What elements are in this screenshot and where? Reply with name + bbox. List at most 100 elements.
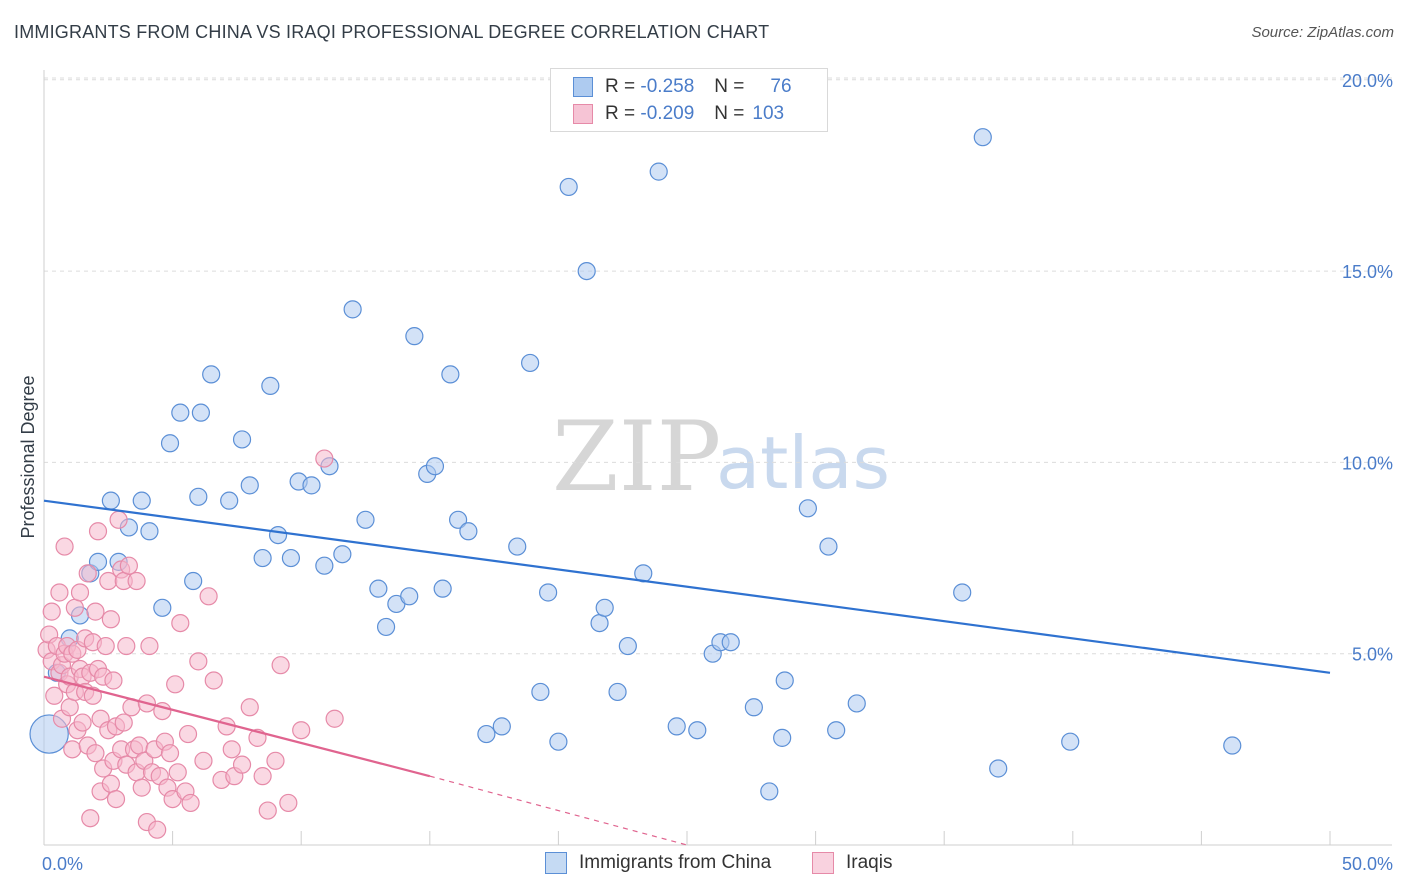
china-point-42 [459, 522, 478, 541]
iraq-point-34 [86, 602, 105, 621]
iraq-point-35 [86, 744, 105, 763]
china-point-49 [549, 732, 568, 751]
china-point-32 [369, 579, 388, 598]
iraq-point-58 [119, 556, 138, 575]
iraq-point-28 [78, 564, 97, 583]
x-tick-labels: 0.0% 50.0% [42, 854, 1393, 874]
series-iraq-points [37, 449, 344, 839]
iraq-point-57 [117, 636, 136, 656]
china-point-15 [189, 487, 208, 506]
china-point-54 [608, 682, 627, 702]
china-point-57 [649, 162, 668, 181]
y-tick-label-1: 10.0% [1342, 453, 1393, 473]
trend-line-iraq-extension [429, 775, 688, 846]
china-point-11 [153, 598, 172, 617]
china-point-45 [508, 537, 527, 556]
iraq-point-25 [73, 713, 92, 732]
china-point-55 [618, 636, 637, 656]
iraq-point-4 [45, 686, 64, 705]
iraq-point-23 [70, 583, 90, 602]
legend-n-label: N = [714, 76, 745, 97]
watermark-atlas: atlas [716, 421, 890, 505]
iraq-point-37 [88, 522, 108, 541]
grid [44, 77, 1392, 655]
china-point-66 [775, 671, 794, 690]
x-tick-label-0: 0.0% [42, 854, 83, 874]
y-tick-labels: 5.0% 10.0% 15.0% 20.0% [1342, 71, 1393, 665]
china-point-62 [721, 633, 740, 652]
iraq-point-63 [130, 736, 149, 755]
china-point-53 [595, 598, 614, 617]
x-tick-label-1: 50.0% [1342, 854, 1393, 874]
china-point-10 [140, 522, 159, 541]
legend-row-china: R = -0.258 N = 76 [573, 74, 792, 100]
iraq-point-98 [271, 656, 290, 675]
legend-row-iraq: R = -0.209 N = 103 [573, 101, 784, 127]
china-point-31 [356, 510, 375, 529]
china-point-70 [847, 694, 866, 713]
iraq-point-45 [101, 774, 120, 793]
china-point-33 [376, 617, 396, 637]
china-point-12 [160, 434, 180, 453]
iraq-point-68 [140, 636, 159, 656]
china-point-38 [425, 457, 445, 476]
watermark: ZIP atlas [552, 401, 890, 513]
iraq-point-101 [315, 449, 334, 468]
china-point-9 [132, 491, 151, 510]
china-point-30 [343, 300, 362, 319]
iraq-point-84 [189, 652, 208, 671]
china-point-74 [1061, 732, 1080, 751]
china-point-39 [433, 579, 452, 598]
iraq-point-83 [181, 793, 200, 813]
legend-swatch-china [573, 77, 593, 97]
iraq-point-33 [83, 686, 102, 705]
iraq-point-95 [253, 767, 272, 786]
legend-r-label: R = [605, 103, 636, 124]
china-point-16 [191, 403, 210, 422]
iraq-point-51 [109, 510, 128, 529]
trend-line-china [43, 499, 1331, 674]
iraq-point-90 [222, 740, 241, 759]
iraq-point-62 [127, 571, 146, 591]
iraq-point-97 [266, 751, 285, 770]
legend-item-iraq: Iraqis [812, 852, 892, 874]
china-point-59 [688, 721, 707, 740]
iraq-point-82 [178, 724, 198, 744]
correlation-legend: R = -0.258 N = 76 R = -0.209 N = 103 [550, 68, 828, 132]
china-point-67 [798, 499, 817, 518]
y-tick-label-0: 5.0% [1352, 645, 1393, 665]
legend-swatch-iraq [573, 104, 593, 124]
legend-swatch-china [545, 852, 567, 874]
series-legend: Immigrants from China Iraqis [0, 852, 1406, 878]
legend-n-label: N = [714, 103, 745, 124]
iraq-point-92 [232, 755, 252, 774]
iraq-point-55 [114, 713, 133, 732]
iraq-point-86 [199, 587, 218, 606]
iraq-point-42 [96, 636, 115, 656]
china-point-73 [989, 759, 1008, 778]
iraq-point-102 [325, 709, 344, 728]
iraq-point-85 [194, 751, 213, 770]
iraq-point-48 [104, 671, 123, 690]
legend-r-value: -0.209 [640, 103, 695, 124]
watermark-zip: ZIP [552, 401, 721, 513]
china-point-58 [667, 717, 686, 736]
legend-swatch-iraq [812, 852, 834, 874]
iraq-point-14 [60, 698, 79, 717]
chart-title: IMMIGRANTS FROM CHINA VS IRAQI PROFESSIO… [14, 22, 770, 42]
china-point-21 [253, 548, 272, 568]
iraq-point-31 [81, 809, 100, 828]
china-point-75 [1223, 736, 1242, 755]
iraq-point-71 [148, 820, 167, 839]
legend-label-china: Immigrants from China [579, 852, 772, 873]
china-point-22 [261, 376, 280, 395]
legend-n-value: 76 [770, 76, 792, 97]
china-point-14 [184, 571, 203, 591]
iraq-point-93 [240, 698, 259, 717]
legend-n-value: 103 [752, 103, 785, 124]
china-point-13 [171, 403, 190, 422]
china-point-44 [492, 717, 511, 736]
legend-r-label: R = [605, 76, 636, 97]
iraq-point-100 [292, 721, 311, 740]
